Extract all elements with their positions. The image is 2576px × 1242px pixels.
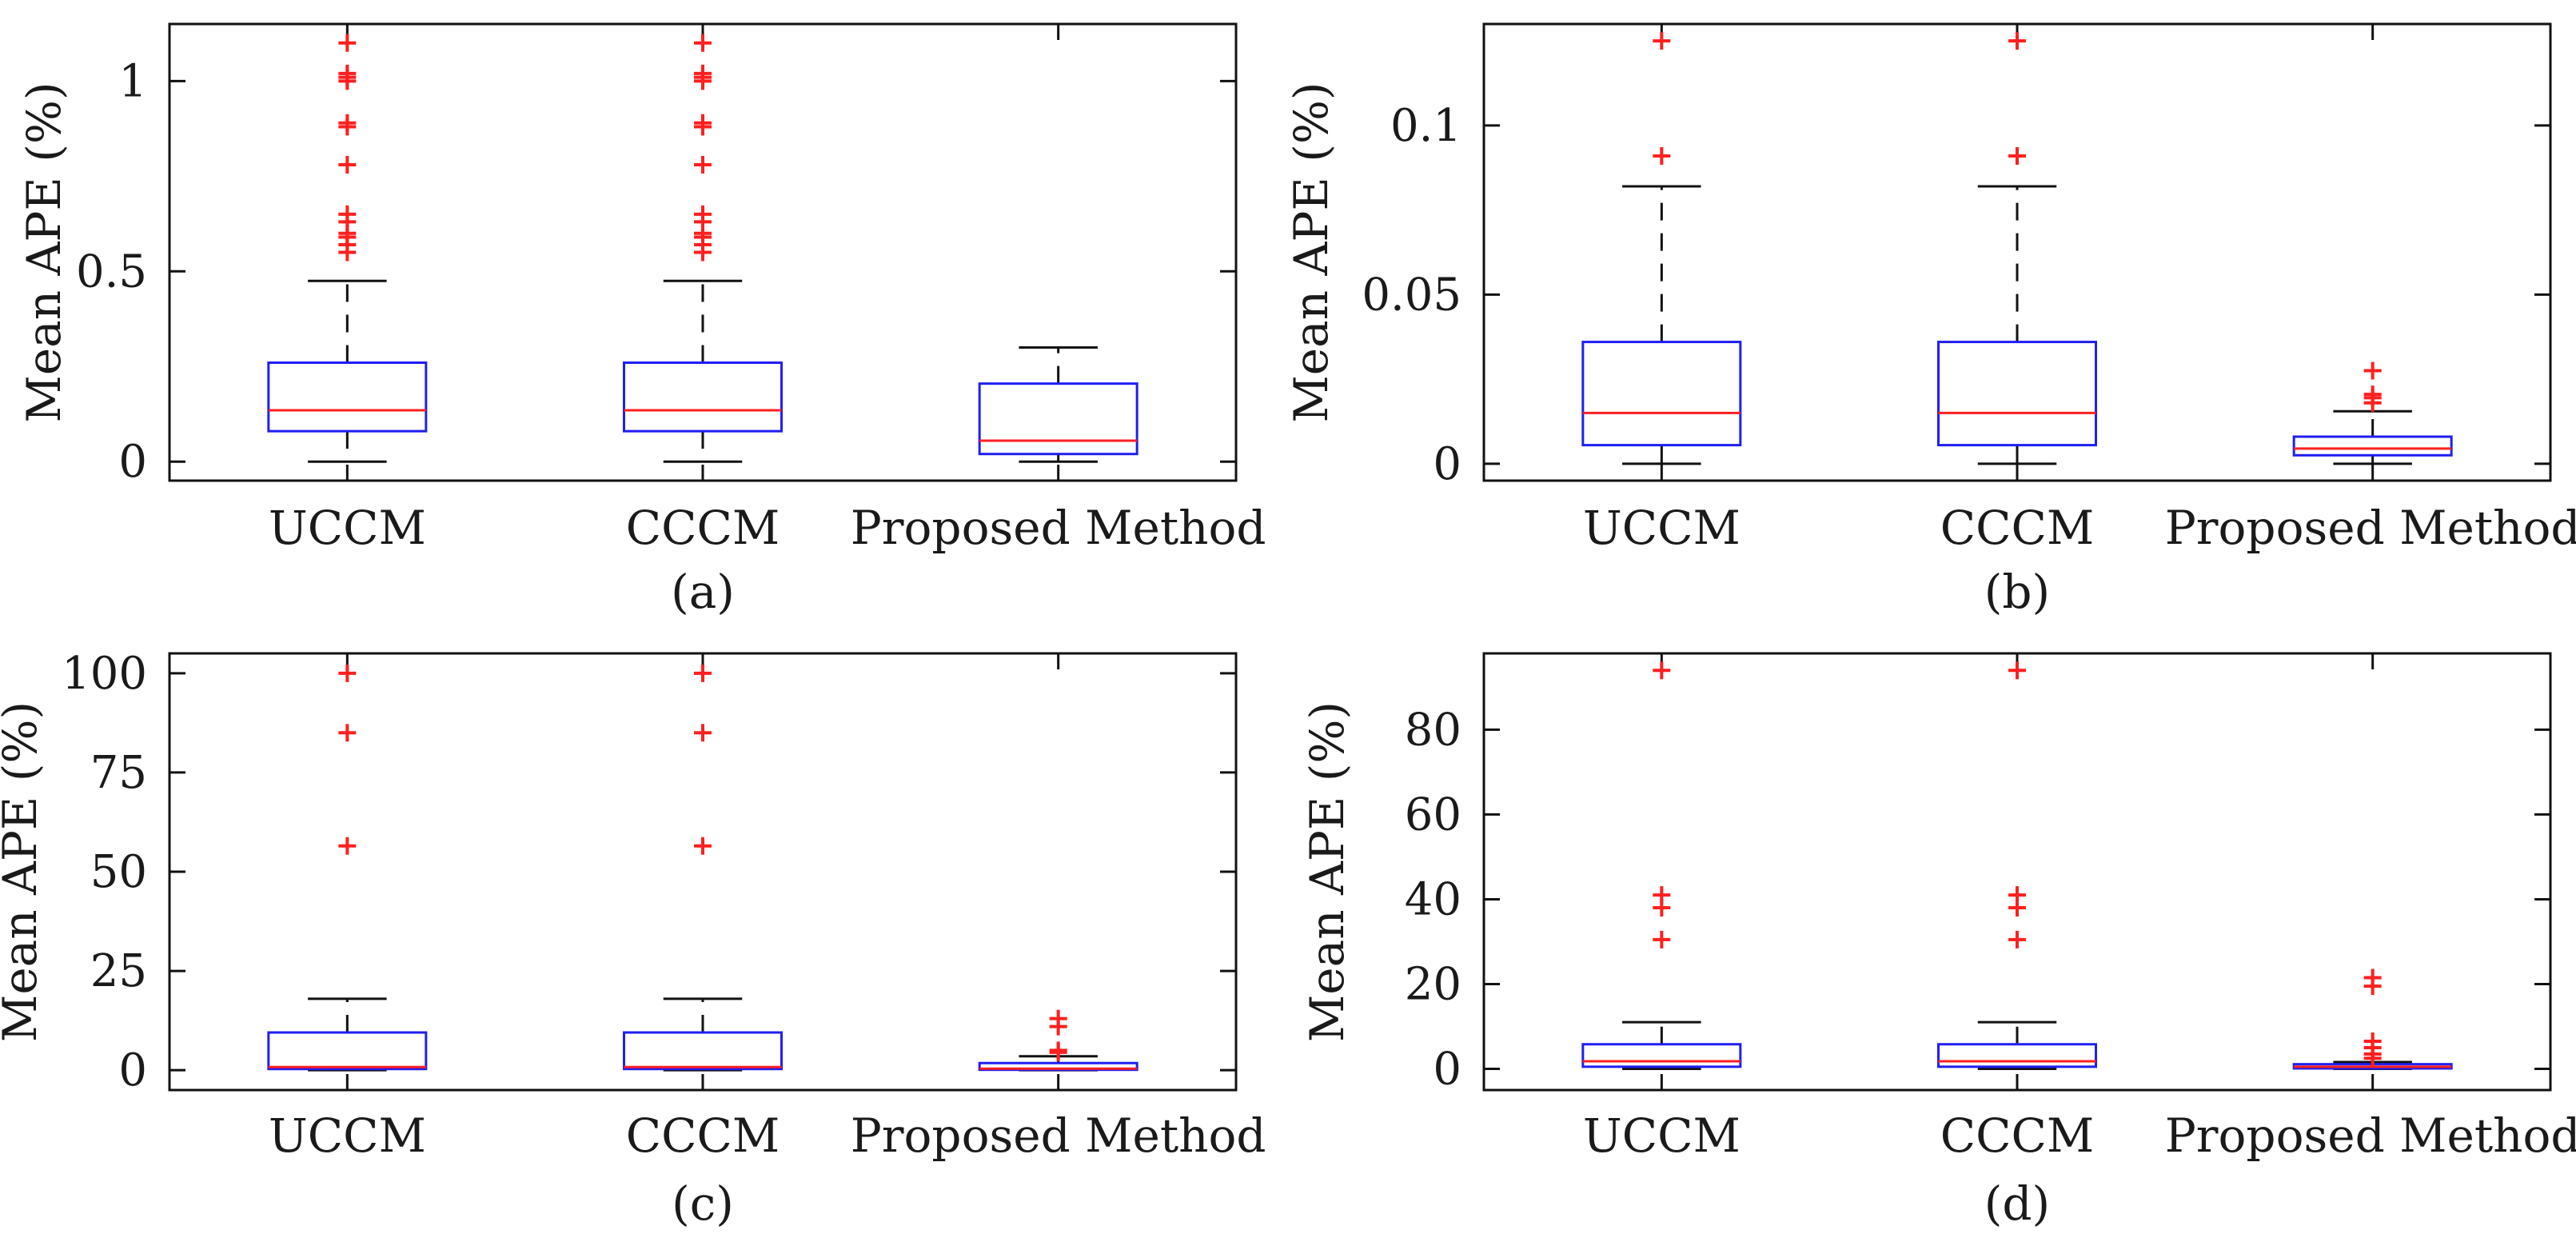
category-label: CCCM	[1940, 501, 2095, 555]
y-tick-label: 0.1	[1390, 100, 1461, 152]
category-label: CCCM	[1940, 1108, 2095, 1163]
outlier-point	[1653, 930, 1671, 948]
y-tick-label: 40	[1405, 873, 1461, 925]
outlier-point	[338, 837, 357, 855]
outlier-point	[1653, 146, 1671, 165]
box-cccm	[623, 664, 783, 1072]
outlier-point	[1653, 661, 1671, 680]
category-label: Proposed Method	[2165, 1108, 2576, 1163]
box-proposed-method	[2292, 968, 2453, 1070]
y-tick-label: 1	[118, 55, 147, 107]
y-axis-label: Mean APE (%)	[1284, 82, 1338, 422]
outlier-point	[338, 156, 357, 174]
y-tick-label: 0	[118, 436, 147, 488]
outlier-point	[1653, 32, 1671, 50]
panel-label: (a)	[671, 565, 735, 619]
box-proposed-method	[978, 1009, 1138, 1072]
panel-c: 0 25 50 75 100 UCCM CCCM Proposed Method Mean AP…	[0, 648, 1266, 1231]
outlier-point	[1049, 1009, 1067, 1028]
category-label: Proposed Method	[851, 501, 1266, 555]
box-cccm	[1937, 661, 2097, 1070]
outlier-point	[1653, 886, 1671, 905]
y-tick-label: 0	[1433, 438, 1461, 490]
outlier-point	[694, 664, 712, 682]
plot-frame	[1482, 652, 2552, 1092]
y-tick-label: 75	[90, 747, 147, 799]
outlier-point	[2008, 886, 2026, 905]
iqr-box	[2292, 435, 2453, 457]
category-label: CCCM	[626, 501, 780, 555]
outlier-point	[338, 64, 357, 82]
y-tick-label: 50	[90, 846, 147, 898]
outlier-point	[2008, 32, 2026, 50]
iqr-box	[267, 1031, 428, 1071]
panel-label: (d)	[1984, 1176, 2050, 1231]
panel-label: (c)	[672, 1176, 734, 1231]
y-tick-label: 25	[90, 945, 147, 997]
box-cccm	[1937, 32, 2097, 465]
box-uccm	[1581, 661, 1742, 1070]
iqr-box	[1937, 341, 2097, 447]
iqr-box	[1581, 341, 1742, 447]
panel-label: (b)	[1984, 565, 2050, 619]
iqr-box	[1937, 1043, 2097, 1068]
box-proposed-method	[978, 345, 1138, 463]
outlier-point	[2008, 146, 2026, 165]
outlier-point	[694, 837, 712, 855]
iqr-box	[1581, 1043, 1742, 1068]
box-uccm	[267, 34, 428, 463]
outlier-point	[338, 114, 357, 132]
y-tick-label: 0.05	[1362, 269, 1461, 321]
outlier-point	[694, 64, 712, 82]
box-proposed-method	[2292, 361, 2453, 465]
panel-b: 0 0.05 0.1 UCCM CCCM Proposed Method Mean APE …	[1284, 22, 2576, 619]
outlier-point	[338, 664, 357, 682]
iqr-box	[267, 361, 428, 433]
y-tick-label: 0	[1433, 1043, 1461, 1095]
outlier-point	[2363, 1032, 2382, 1051]
y-axis-label: Mean APE (%)	[1300, 701, 1354, 1042]
outlier-point	[1049, 1041, 1067, 1060]
outlier-point	[2363, 968, 2382, 987]
outlier-point	[694, 205, 712, 223]
y-tick-label: 0	[118, 1044, 147, 1096]
y-axis-label: Mean APE (%)	[0, 701, 47, 1042]
iqr-box	[623, 361, 783, 433]
y-tick-label: 100	[62, 648, 147, 700]
outlier-point	[694, 114, 712, 132]
outlier-point	[694, 156, 712, 174]
y-tick-label: 0.5	[76, 246, 147, 298]
category-label: UCCM	[269, 1108, 426, 1163]
outlier-point	[2363, 385, 2382, 404]
category-label: UCCM	[1583, 501, 1741, 555]
category-label: Proposed Method	[2165, 501, 2576, 555]
y-axis-label: Mean APE (%)	[17, 82, 71, 422]
outlier-point	[2008, 930, 2026, 948]
category-label: CCCM	[626, 1108, 780, 1163]
panel-d: 0 20 40 60 80 UCCM CCCM Proposed Method Mean APE…	[1300, 652, 2576, 1231]
box-cccm	[623, 34, 783, 463]
panel-a: 0 0.5 1 UCCM CCCM Proposed Method Mean APE (%)…	[17, 22, 1266, 619]
outlier-point	[2363, 361, 2382, 380]
box-uccm	[1581, 32, 1742, 465]
y-tick-label: 20	[1405, 958, 1461, 1010]
outlier-point	[694, 34, 712, 52]
box-uccm	[267, 664, 428, 1072]
outlier-point	[338, 724, 357, 742]
y-tick-label: 80	[1405, 704, 1461, 756]
category-label: Proposed Method	[851, 1108, 1266, 1163]
y-tick-label: 60	[1405, 789, 1461, 841]
category-label: UCCM	[269, 501, 426, 555]
outlier-point	[338, 34, 357, 52]
outlier-point	[694, 724, 712, 742]
outlier-point	[2008, 661, 2026, 680]
outlier-point	[338, 205, 357, 223]
category-label: UCCM	[1583, 1108, 1741, 1163]
iqr-box	[978, 382, 1138, 456]
iqr-box	[623, 1031, 783, 1071]
